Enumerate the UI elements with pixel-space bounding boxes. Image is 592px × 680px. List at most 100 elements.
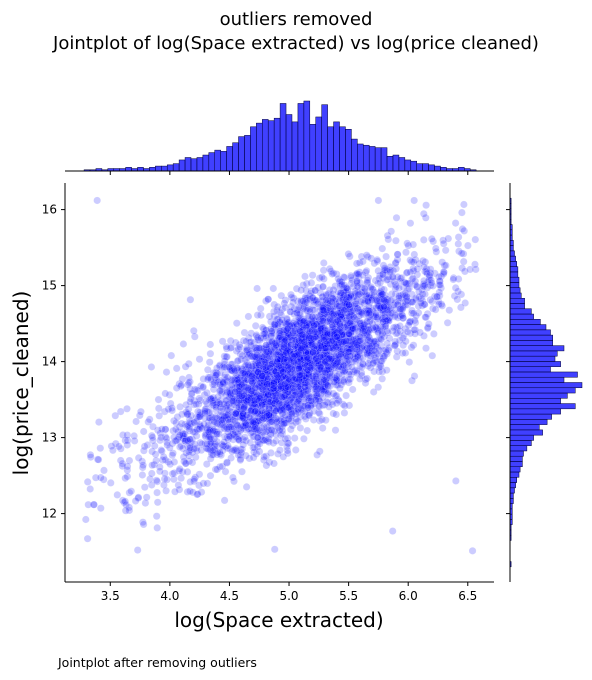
scatter-point: [268, 358, 276, 366]
scatter-point: [296, 371, 304, 380]
scatter-point: [237, 402, 245, 410]
scatter-point: [443, 318, 452, 327]
scatter-point: [312, 358, 321, 367]
scatter-point: [287, 368, 296, 377]
scatter-point: [313, 351, 322, 359]
scatter-point: [178, 375, 187, 383]
scatter-point: [322, 291, 331, 300]
scatter-point: [354, 337, 363, 346]
scatter-point: [328, 347, 337, 356]
scatter-point: [134, 454, 143, 462]
scatter-point: [206, 439, 214, 448]
scatter-point: [262, 412, 271, 421]
scatter-point: [279, 376, 288, 384]
scatter-point: [266, 360, 275, 368]
scatter-point: [241, 362, 249, 370]
scatter-point: [301, 335, 309, 343]
scatter-point: [299, 379, 308, 388]
scatter-point: [285, 349, 294, 358]
scatter-point: [163, 475, 171, 484]
scatter-point: [272, 341, 281, 350]
scatter-point: [294, 395, 303, 404]
scatter-point: [377, 342, 386, 350]
scatter-point: [313, 320, 322, 329]
scatter-point: [270, 459, 278, 468]
scatter-point: [264, 382, 273, 391]
scatter-point: [381, 316, 389, 324]
scatter-point: [259, 456, 268, 464]
scatter-point: [175, 465, 184, 473]
scatter-point: [297, 349, 305, 358]
scatter-point: [280, 330, 289, 339]
scatter-point: [239, 435, 247, 444]
scatter-point: [438, 301, 447, 310]
scatter-point: [274, 373, 282, 382]
top-hist-bar: [250, 126, 257, 172]
scatter-point: [277, 362, 286, 370]
scatter-point: [357, 343, 366, 352]
scatter-point: [310, 407, 318, 416]
scatter-point: [254, 438, 263, 447]
right-hist-bar: [509, 287, 521, 294]
scatter-point: [344, 250, 353, 258]
scatter-point: [230, 477, 238, 486]
scatter-point: [433, 292, 441, 301]
scatter-point: [274, 372, 283, 380]
scatter-point: [281, 326, 289, 334]
top-hist-bar: [363, 144, 370, 172]
scatter-point: [273, 386, 281, 395]
scatter-point: [213, 437, 221, 446]
scatter-point: [188, 458, 197, 467]
scatter-point: [344, 305, 353, 314]
scatter-point: [219, 378, 227, 387]
scatter-point: [278, 393, 287, 402]
right-hist-bar: [509, 408, 561, 415]
scatter-point: [247, 352, 256, 361]
scatter-point: [263, 350, 271, 358]
scatter-point: [130, 437, 139, 445]
scatter-point: [256, 334, 265, 342]
right-hist-bar: [509, 419, 548, 425]
scatter-point: [277, 355, 286, 364]
scatter-point: [451, 284, 460, 292]
scatter-point: [253, 381, 262, 389]
scatter-point: [257, 431, 266, 440]
scatter-point: [216, 415, 225, 424]
scatter-point: [347, 370, 355, 379]
scatter-point: [306, 289, 315, 298]
x-tick-label: 6.5: [458, 589, 477, 603]
scatter-point: [201, 407, 209, 416]
top-hist-bar: [178, 159, 186, 172]
scatter-point: [182, 435, 191, 444]
scatter-point: [251, 421, 260, 430]
scatter-point: [208, 402, 216, 410]
top-hist-bar: [333, 121, 340, 172]
right-hist-bar: [509, 477, 517, 483]
scatter-point: [374, 196, 383, 205]
scatter-point: [121, 474, 130, 483]
scatter-point: [329, 331, 338, 339]
scatter-point: [153, 488, 161, 497]
scatter-point: [280, 357, 288, 365]
scatter-point: [176, 382, 185, 391]
scatter-point: [272, 380, 281, 388]
scatter-point: [329, 409, 338, 418]
scatter-point: [244, 396, 252, 404]
scatter-point: [138, 457, 147, 466]
scatter-point: [296, 344, 305, 353]
scatter-point: [266, 387, 275, 396]
scatter-point: [223, 424, 231, 433]
scatter-point: [379, 354, 388, 363]
right-hist-bar: [509, 276, 520, 283]
scatter-point: [96, 504, 105, 513]
scatter-point: [147, 431, 156, 440]
scatter-point: [90, 500, 98, 509]
scatter-point: [130, 432, 138, 440]
scatter-point: [278, 363, 286, 372]
scatter-point: [315, 360, 324, 369]
scatter-point: [212, 401, 221, 410]
scatter-point: [375, 289, 383, 297]
scatter-point: [283, 325, 292, 333]
scatter-point: [302, 298, 311, 307]
scatter-point: [305, 350, 314, 359]
